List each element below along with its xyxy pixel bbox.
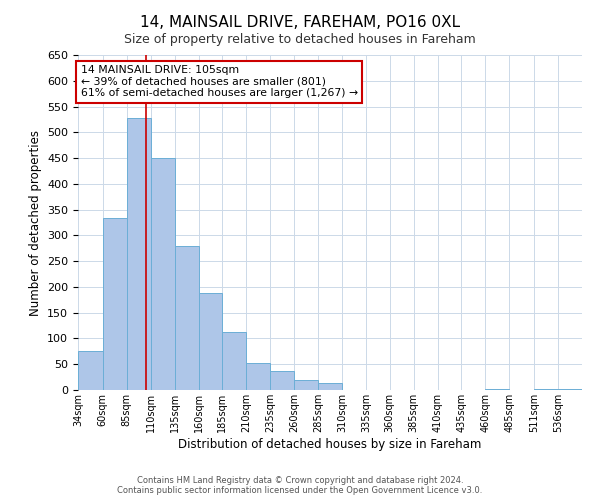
Bar (294, 380, 318, 390)
Bar (103, 218, 127, 390)
Text: Size of property relative to detached houses in Fareham: Size of property relative to detached ho… (124, 32, 476, 46)
Text: 14 MAINSAIL DRIVE: 105sqm
← 39% of detached houses are smaller (801)
61% of semi: 14 MAINSAIL DRIVE: 105sqm ← 39% of detac… (80, 65, 358, 98)
Bar (270, 371, 294, 390)
Text: 14, MAINSAIL DRIVE, FAREHAM, PO16 0XL: 14, MAINSAIL DRIVE, FAREHAM, PO16 0XL (140, 15, 460, 30)
Bar (558, 389, 582, 390)
Bar (223, 332, 247, 390)
Bar (175, 246, 199, 390)
Y-axis label: Number of detached properties: Number of detached properties (29, 130, 41, 316)
Bar (534, 389, 558, 390)
Bar (318, 384, 342, 390)
Bar (127, 118, 151, 390)
Bar (485, 389, 509, 390)
Text: Contains HM Land Registry data © Crown copyright and database right 2024.
Contai: Contains HM Land Registry data © Crown c… (118, 476, 482, 495)
Bar (199, 293, 223, 390)
X-axis label: Distribution of detached houses by size in Fareham: Distribution of detached houses by size … (178, 438, 482, 450)
Bar (247, 363, 270, 390)
Bar (151, 158, 175, 390)
Bar (78, 352, 103, 390)
